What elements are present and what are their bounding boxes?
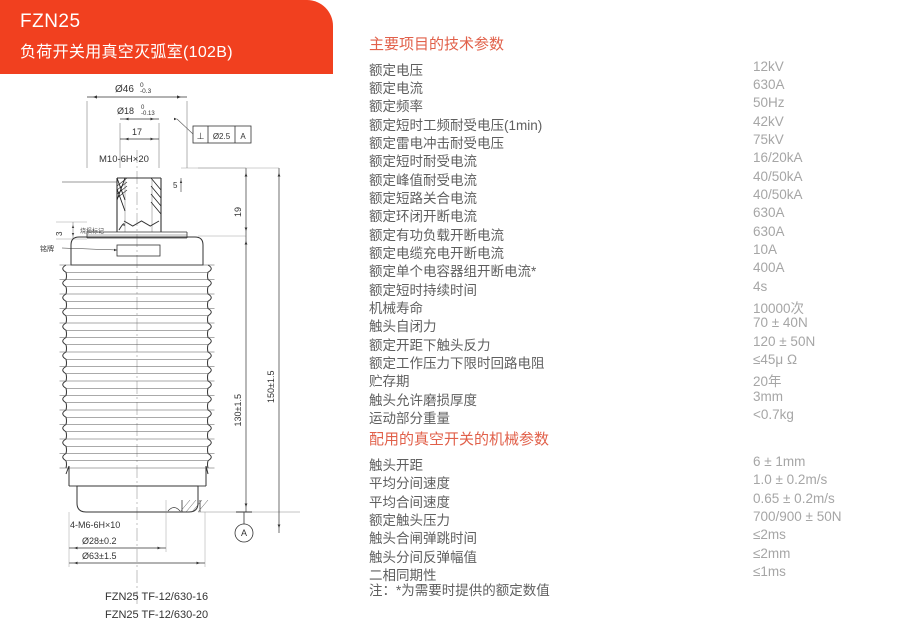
svg-text:FZN25 TF-12/630-20: FZN25 TF-12/630-20 (105, 609, 208, 621)
svg-text:Ø63±1.5: Ø63±1.5 (82, 551, 116, 561)
svg-text:A: A (240, 132, 246, 141)
svg-text:烧损标记: 烧损标记 (80, 227, 104, 235)
svg-text:150±1.5: 150±1.5 (266, 371, 276, 403)
svg-text:Ø46: Ø46 (115, 84, 134, 95)
svg-text:4-M6-6H×10: 4-M6-6H×10 (70, 520, 120, 530)
svg-text:17: 17 (132, 127, 142, 137)
svg-text:Ø18: Ø18 (117, 106, 134, 116)
svg-text:19: 19 (233, 207, 243, 217)
svg-text:A: A (241, 528, 247, 538)
svg-text:3: 3 (55, 231, 64, 236)
svg-text:⊥: ⊥ (197, 131, 205, 141)
svg-text:Ø28±0.2: Ø28±0.2 (82, 536, 116, 546)
svg-text:-0.3: -0.3 (140, 88, 152, 95)
svg-text:M10-6H×20: M10-6H×20 (99, 154, 149, 165)
svg-text:FZN25 TF-12/630-16: FZN25 TF-12/630-16 (105, 591, 208, 603)
svg-text:-0.13: -0.13 (141, 111, 155, 117)
svg-text:130±1.5: 130±1.5 (233, 394, 243, 426)
svg-text:Ø2.5: Ø2.5 (213, 132, 231, 141)
svg-text:5: 5 (173, 181, 178, 190)
svg-text:铭牌: 铭牌 (40, 244, 54, 253)
